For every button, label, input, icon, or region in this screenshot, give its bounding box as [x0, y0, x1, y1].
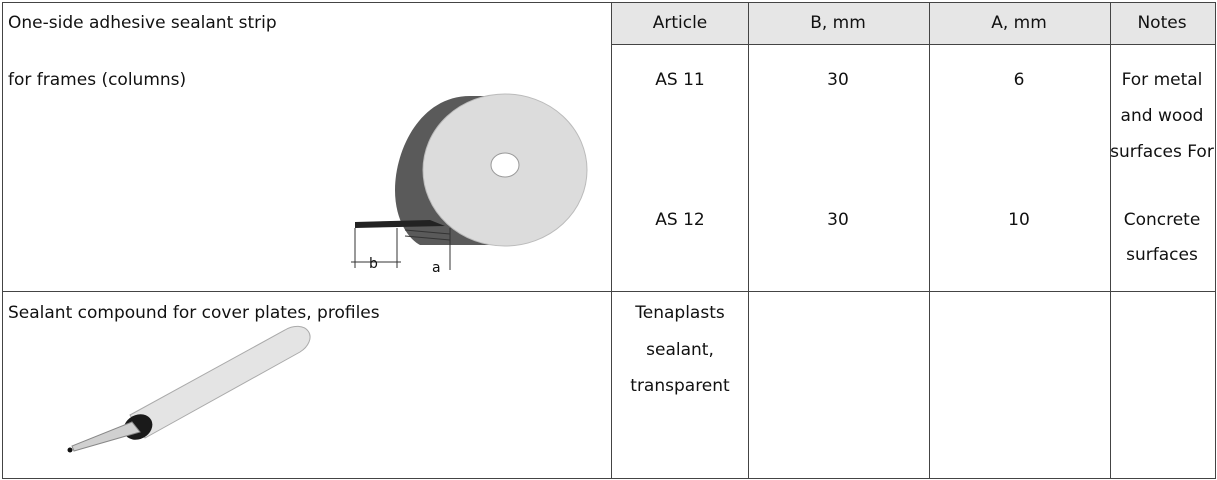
border: [2, 478, 1215, 479]
article: sealant,: [646, 340, 714, 360]
column-header: Article: [652, 13, 708, 33]
note: surfaces: [1126, 245, 1198, 265]
sealant-tube: [67, 325, 311, 453]
border: [2, 2, 3, 479]
product-title: One-side adhesive sealant strip: [8, 13, 277, 33]
note: and wood: [1120, 106, 1204, 126]
a-value: 10: [1008, 210, 1030, 230]
border: [929, 2, 930, 479]
border: [1110, 2, 1111, 479]
article: transparent: [630, 376, 730, 396]
header-bg: [611, 2, 1215, 44]
article: AS 12: [655, 210, 705, 230]
column-header: Notes: [1137, 13, 1187, 33]
border: [611, 44, 1215, 45]
product-subtitle: for frames (columns): [8, 70, 187, 90]
tape-roll: [351, 93, 588, 270]
note: surfaces For: [1110, 142, 1214, 162]
border: [1215, 2, 1216, 479]
b-value: 30: [827, 210, 849, 230]
b-value: 30: [827, 70, 849, 90]
diagram-label: a: [432, 260, 441, 276]
a-value: 6: [1013, 70, 1025, 90]
column-header: B, mm: [810, 13, 866, 33]
diagram-label: b: [369, 256, 378, 272]
note: Concrete: [1123, 210, 1201, 230]
note: For metal: [1121, 70, 1203, 90]
article: Tenaplasts: [635, 303, 725, 323]
border: [2, 2, 1215, 3]
column-header: A, mm: [991, 13, 1047, 33]
border: [748, 2, 749, 479]
border: [611, 2, 612, 479]
product-title: Sealant compound for cover plates, profi…: [8, 303, 380, 323]
article: AS 11: [655, 70, 705, 90]
border: [2, 291, 1215, 292]
